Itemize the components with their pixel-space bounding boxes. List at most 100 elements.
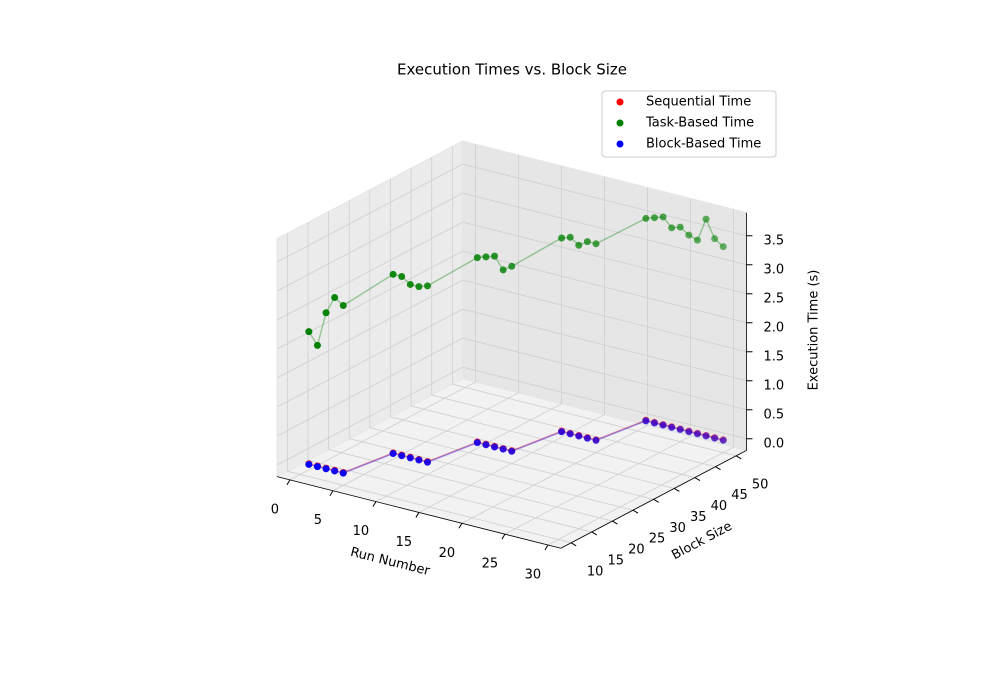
data-point <box>693 430 701 438</box>
tick-mark <box>372 501 377 507</box>
grid-line <box>276 337 463 437</box>
x-tick-label: 10 <box>353 524 370 539</box>
grid-line <box>462 163 747 237</box>
z-tick-label: 3.5 <box>763 233 784 248</box>
y-tick-label: 20 <box>628 543 645 558</box>
x-axis-line <box>276 476 561 549</box>
y-tick-label: 30 <box>669 521 686 536</box>
legend-marker <box>616 119 624 127</box>
data-point <box>668 224 676 232</box>
tick-mark <box>501 533 506 540</box>
data-point <box>499 445 507 453</box>
tick-mark <box>715 466 721 471</box>
y-tick-label: 15 <box>608 553 625 568</box>
y-axis-line <box>560 450 747 549</box>
grid-line <box>307 459 592 533</box>
data-point <box>313 341 321 349</box>
x-tick-label: 25 <box>482 557 499 572</box>
chart-title: Execution Times vs. Block Size <box>397 61 627 79</box>
grid-line <box>276 163 463 263</box>
data-point <box>642 214 650 222</box>
grid-line <box>462 366 747 440</box>
legend: Sequential Time Task-Based Time Block-Base… <box>601 90 777 158</box>
legend-label: Task-Based Time <box>645 116 754 131</box>
data-point <box>508 447 516 455</box>
tick-mark <box>674 488 680 492</box>
data-point <box>583 238 591 246</box>
data-point <box>473 254 481 262</box>
y-tick-label: 35 <box>690 510 707 525</box>
z-tick-label: 1.5 <box>763 349 784 364</box>
grid-line <box>328 449 613 522</box>
data-point <box>711 235 719 243</box>
data-point <box>305 328 313 336</box>
data-point <box>491 443 499 451</box>
grid-line <box>462 279 747 353</box>
legend-marker <box>616 98 624 106</box>
x-tick-label: 15 <box>396 535 413 550</box>
data-point <box>566 430 574 438</box>
legend-box <box>601 90 777 158</box>
data-point <box>711 434 719 442</box>
tick-mark <box>632 509 639 514</box>
data-point <box>331 467 339 475</box>
tick-mark <box>286 479 291 486</box>
z-tick-label: 0.5 <box>763 407 784 422</box>
grid-line <box>349 438 634 511</box>
x-axis-title: Run Number <box>349 545 432 579</box>
z-tick-label: 0.0 <box>763 436 784 451</box>
data-point <box>389 270 397 278</box>
grid-line <box>411 405 695 478</box>
data-point <box>491 252 499 260</box>
x-tick-label: 0 <box>271 502 279 517</box>
grid-line <box>431 394 716 468</box>
grid-line <box>276 308 463 408</box>
data-point <box>659 421 667 429</box>
data-point <box>398 272 406 280</box>
grid-line <box>452 383 737 457</box>
data-point <box>424 282 431 290</box>
data-point <box>482 441 490 449</box>
data-point <box>659 213 667 221</box>
data-point <box>650 214 658 222</box>
data-point <box>668 423 676 431</box>
grid-line <box>462 308 747 382</box>
tick-mark <box>544 544 549 551</box>
data-point <box>719 436 727 444</box>
tick-mark <box>653 498 659 503</box>
z-tick-label: 1.0 <box>763 378 784 393</box>
x-tick-label: 30 <box>525 567 542 582</box>
y-tick-label: 10 <box>587 564 604 579</box>
y-tick-label: 50 <box>752 477 769 492</box>
grid-line <box>462 250 747 324</box>
data-point <box>566 233 574 241</box>
grid-line <box>462 221 747 295</box>
y-tick-label: 45 <box>731 488 748 503</box>
data-point <box>424 458 431 466</box>
data-point <box>693 236 701 244</box>
tick-mark <box>591 531 598 536</box>
tick-mark <box>458 523 463 529</box>
tick-mark <box>329 490 334 496</box>
tick-mark <box>570 542 577 547</box>
data-point <box>313 463 321 471</box>
grid-line <box>462 337 747 411</box>
data-point <box>305 460 313 468</box>
data-point <box>642 417 650 425</box>
data-point <box>398 452 406 460</box>
data-point <box>322 465 330 473</box>
grid-line <box>276 279 463 379</box>
grid-line <box>276 192 463 292</box>
data-point <box>389 450 397 458</box>
tick-mark <box>735 455 742 460</box>
y-tick-label: 25 <box>649 532 666 547</box>
legend-label: Sequential Time <box>646 95 751 110</box>
data-point <box>558 234 566 242</box>
z-axis-title: Execution Time (s) <box>807 270 822 391</box>
z-tick-label: 2.5 <box>763 291 784 306</box>
data-point <box>650 419 658 427</box>
data-point <box>339 302 347 309</box>
data-point <box>406 280 414 288</box>
tick-mark <box>415 512 420 518</box>
